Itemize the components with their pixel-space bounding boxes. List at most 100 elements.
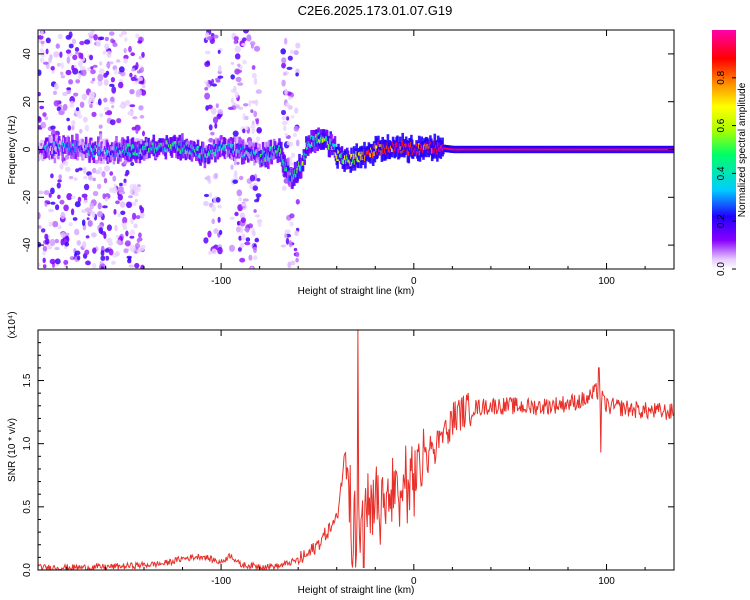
- noise-speckle: [129, 188, 133, 196]
- colorbar-tick-label: 0.8: [716, 70, 727, 84]
- noise-speckle: [119, 104, 124, 109]
- noise-speckle: [255, 193, 262, 198]
- noise-speckle: [59, 51, 63, 58]
- noise-speckle: [67, 125, 72, 131]
- noise-speckle: [45, 37, 51, 44]
- noise-speckle: [127, 110, 133, 116]
- noise-speckle: [85, 207, 91, 212]
- noise-speckle: [83, 175, 88, 180]
- noise-speckle: [63, 204, 69, 212]
- noise-speckle: [256, 178, 261, 182]
- noise-speckle: [217, 49, 221, 54]
- noise-speckle: [129, 104, 136, 108]
- noise-speckle: [212, 116, 219, 124]
- noise-speckle: [59, 163, 64, 170]
- noise-speckle: [253, 77, 258, 85]
- noise-speckle: [92, 77, 96, 82]
- noise-speckle: [215, 79, 221, 83]
- noise-speckle: [118, 66, 125, 73]
- noise-speckle: [104, 43, 110, 50]
- snr-frame: [37, 329, 675, 571]
- noise-speckle: [251, 120, 255, 126]
- noise-speckle: [42, 264, 47, 269]
- noise-speckle: [256, 127, 263, 134]
- noise-speckle: [79, 40, 85, 46]
- noise-speckle: [243, 30, 249, 34]
- noise-speckle: [294, 107, 299, 114]
- noise-speckle: [215, 103, 219, 109]
- noise-speckle: [236, 104, 240, 109]
- noise-speckle: [77, 114, 83, 119]
- noise-speckle: [97, 98, 102, 106]
- noise-speckle: [76, 255, 81, 261]
- noise-speckle: [38, 92, 41, 97]
- noise-speckle: [113, 183, 117, 191]
- noise-speckle: [39, 57, 45, 63]
- noise-speckle: [89, 202, 94, 210]
- noise-speckle: [48, 221, 53, 227]
- noise-speckle: [287, 261, 292, 269]
- noise-speckle: [125, 101, 131, 106]
- noise-speckle: [290, 49, 294, 54]
- noise-speckle: [49, 258, 56, 265]
- noise-speckle: [218, 229, 223, 236]
- noise-speckle: [236, 161, 240, 165]
- noise-speckle: [82, 200, 89, 204]
- noise-speckle: [102, 193, 106, 200]
- noise-speckle: [117, 186, 124, 193]
- noise-speckle: [211, 248, 217, 255]
- noise-speckle: [104, 111, 110, 116]
- noise-speckle: [234, 170, 238, 176]
- noise-speckle: [92, 211, 96, 219]
- ridge-cell: [224, 144, 228, 148]
- noise-speckle: [234, 45, 241, 53]
- noise-speckle: [38, 225, 42, 229]
- noise-speckle: [62, 91, 68, 97]
- snr-series-line: [38, 330, 674, 570]
- noise-speckle: [96, 40, 102, 48]
- noise-speckle: [42, 250, 46, 256]
- noise-speckle: [115, 251, 120, 257]
- noise-speckle: [251, 65, 256, 70]
- noise-speckle: [234, 91, 239, 98]
- ridge-cell: [131, 144, 135, 150]
- noise-speckle: [49, 238, 56, 247]
- noise-speckle: [217, 246, 223, 255]
- noise-speckle: [38, 69, 42, 76]
- noise-speckle: [295, 42, 301, 49]
- noise-speckle: [98, 166, 103, 172]
- noise-speckle: [119, 33, 123, 38]
- noise-speckle: [140, 89, 147, 96]
- noise-speckle: [115, 235, 120, 239]
- noise-speckle: [257, 221, 262, 228]
- noise-speckle: [66, 87, 72, 91]
- noise-speckle: [88, 91, 95, 99]
- noise-speckle: [117, 194, 124, 201]
- spectrogram-y-axis-label: Frequency (Hz): [7, 116, 18, 185]
- noise-speckle: [123, 58, 128, 64]
- noise-speckle: [233, 36, 239, 41]
- noise-speckle: [97, 210, 103, 218]
- noise-speckle: [232, 179, 238, 184]
- colorbar-gradient: [712, 30, 736, 269]
- noise-speckle: [109, 31, 115, 36]
- noise-speckle: [214, 122, 218, 129]
- noise-speckle: [81, 209, 86, 213]
- noise-speckle: [213, 34, 219, 39]
- noise-speckle: [295, 72, 299, 77]
- noise-speckle: [100, 250, 105, 257]
- ridge-cell: [179, 148, 182, 154]
- noise-speckle: [82, 166, 87, 174]
- noise-speckle: [75, 109, 81, 117]
- noise-speckle: [50, 187, 55, 195]
- noise-speckle: [87, 220, 93, 227]
- noise-speckle: [39, 105, 45, 110]
- noise-speckle: [102, 205, 108, 209]
- noise-speckle: [69, 100, 75, 108]
- noise-speckle: [53, 100, 60, 107]
- ridge-cell: [132, 152, 136, 156]
- noise-speckle: [250, 109, 254, 113]
- y-tick-label: 40: [22, 48, 33, 60]
- noise-speckle: [288, 162, 294, 166]
- noise-speckle: [92, 177, 96, 182]
